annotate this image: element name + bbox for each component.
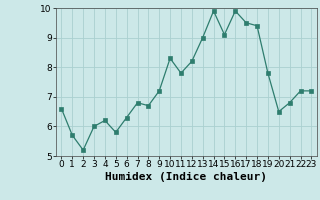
X-axis label: Humidex (Indice chaleur): Humidex (Indice chaleur) [105, 172, 268, 182]
